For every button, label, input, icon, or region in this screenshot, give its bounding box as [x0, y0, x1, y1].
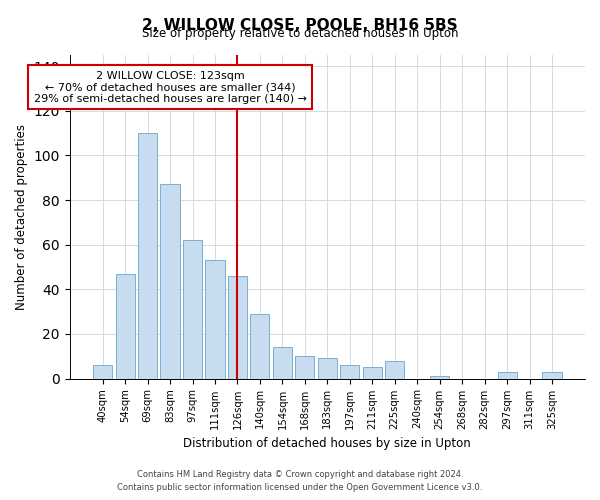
Text: 2, WILLOW CLOSE, POOLE, BH16 5BS: 2, WILLOW CLOSE, POOLE, BH16 5BS — [142, 18, 458, 32]
X-axis label: Distribution of detached houses by size in Upton: Distribution of detached houses by size … — [184, 437, 471, 450]
Bar — [363, 368, 382, 378]
Bar — [228, 276, 247, 378]
Bar — [116, 274, 134, 378]
Bar — [340, 365, 359, 378]
Bar — [160, 184, 179, 378]
Bar — [385, 360, 404, 378]
Text: Size of property relative to detached houses in Upton: Size of property relative to detached ho… — [142, 28, 458, 40]
Bar — [93, 365, 112, 378]
Bar — [250, 314, 269, 378]
Bar — [318, 358, 337, 378]
Bar — [542, 372, 562, 378]
Bar — [138, 133, 157, 378]
Bar — [183, 240, 202, 378]
Bar — [430, 376, 449, 378]
Bar — [295, 356, 314, 378]
Y-axis label: Number of detached properties: Number of detached properties — [15, 124, 28, 310]
Bar — [497, 372, 517, 378]
Text: 2 WILLOW CLOSE: 123sqm
← 70% of detached houses are smaller (344)
29% of semi-de: 2 WILLOW CLOSE: 123sqm ← 70% of detached… — [34, 70, 307, 104]
Bar — [273, 348, 292, 378]
Text: Contains HM Land Registry data © Crown copyright and database right 2024.
Contai: Contains HM Land Registry data © Crown c… — [118, 470, 482, 492]
Bar — [205, 260, 224, 378]
